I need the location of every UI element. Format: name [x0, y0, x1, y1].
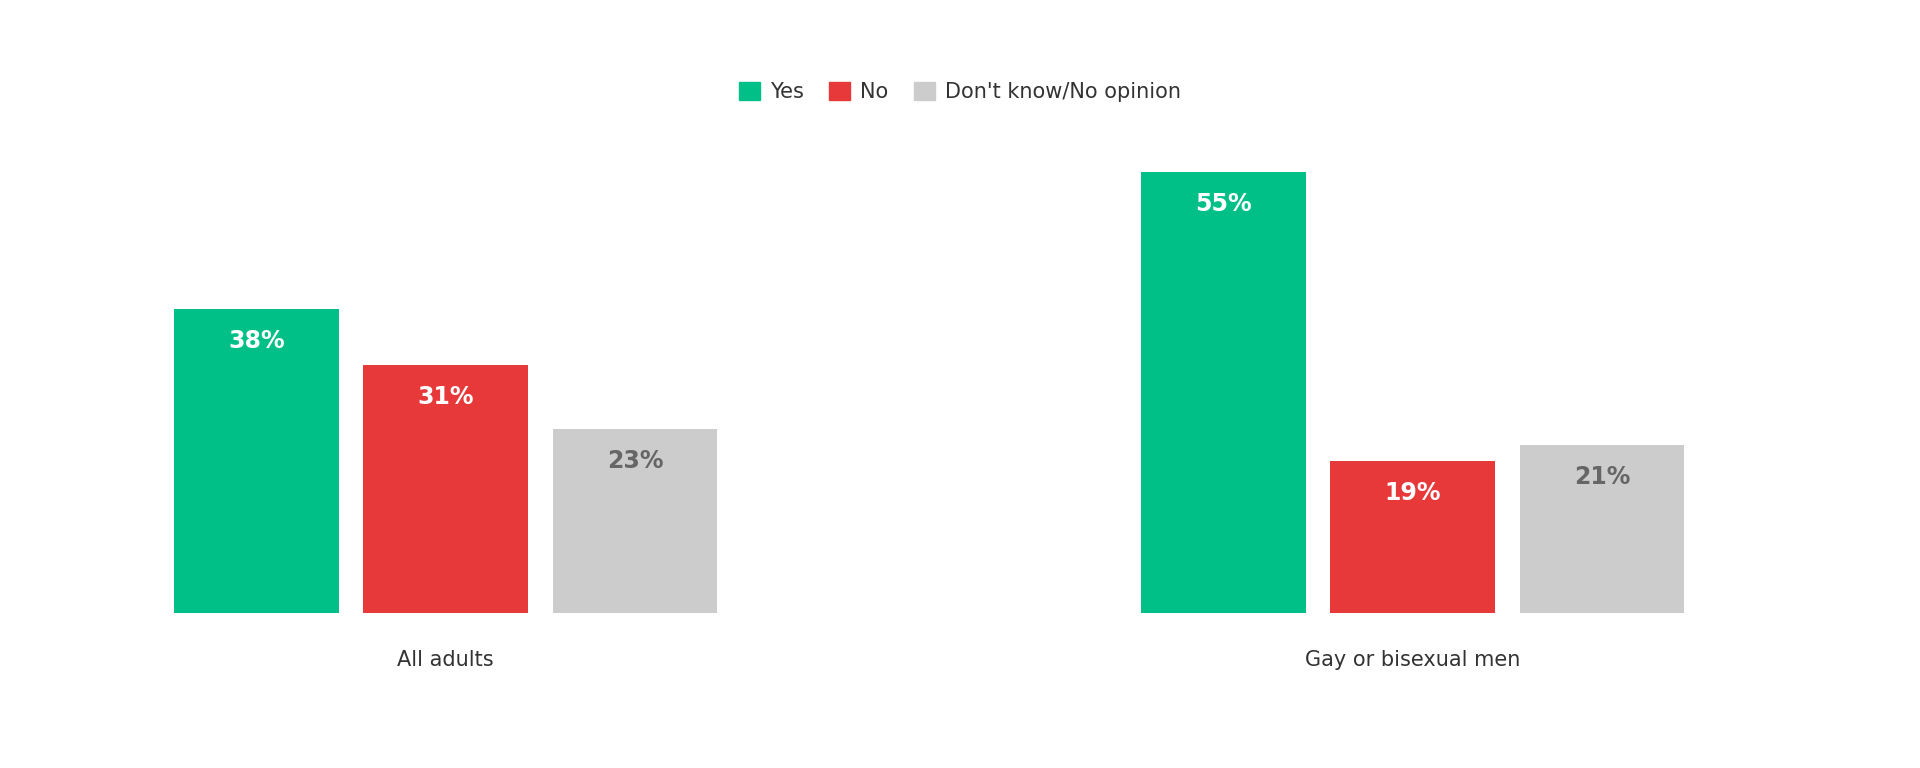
- Text: 38%: 38%: [228, 329, 284, 353]
- Text: 55%: 55%: [1194, 192, 1252, 217]
- Text: Gay or bisexual men: Gay or bisexual men: [1306, 650, 1521, 670]
- Text: 23%: 23%: [607, 449, 662, 473]
- Bar: [1140, 172, 1306, 614]
- Text: All adults: All adults: [397, 650, 493, 670]
- Text: 21%: 21%: [1574, 465, 1630, 489]
- Text: 19%: 19%: [1384, 481, 1440, 505]
- Bar: [175, 309, 338, 614]
- Legend: Yes, No, Don't know/No opinion: Yes, No, Don't know/No opinion: [732, 74, 1188, 111]
- Text: 31%: 31%: [417, 385, 474, 409]
- Bar: [1331, 461, 1496, 614]
- Bar: [363, 365, 528, 614]
- Bar: [1519, 445, 1684, 614]
- Bar: [553, 429, 718, 614]
